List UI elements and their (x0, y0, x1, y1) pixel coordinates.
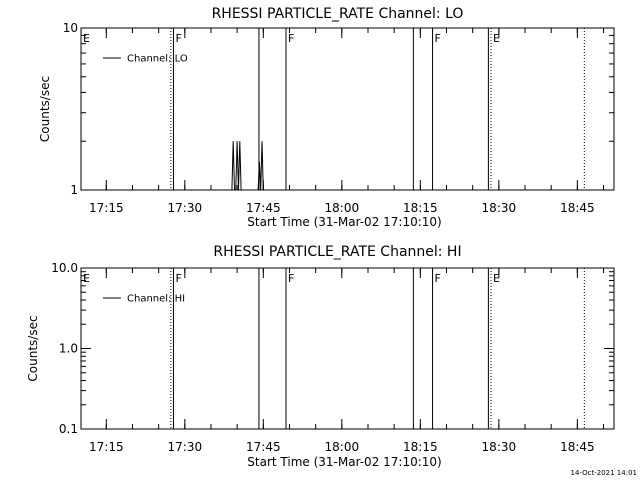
y-tick-label: 1.0 (59, 342, 78, 356)
legend-label: Channel: LO (127, 54, 188, 65)
y-tick-label: 10.0 (51, 261, 78, 275)
chart-title: RHESSI PARTICLE_RATE Channel: HI (213, 244, 461, 260)
x-tick-label: 18:00 (325, 440, 360, 454)
x-axis-label: Start Time (31-Mar-02 17:10:10) (247, 215, 441, 229)
x-tick-label: 18:45 (560, 440, 595, 454)
event-marker-label: E (493, 272, 500, 285)
y-axis-label: Counts/sec (38, 76, 52, 142)
x-tick-label: 17:30 (168, 201, 203, 215)
plot-frame (80, 267, 615, 430)
panel-channel-lo: RHESSI PARTICLE_RATE Channel: LO 1 10 17:15… (38, 6, 615, 229)
x-tick-label: 17:15 (89, 440, 124, 454)
event-marker-label: F (435, 272, 441, 285)
timestamp-stamp: 14-Oct-2021 14:01 (571, 469, 637, 477)
y-tick-label: 0.1 (59, 422, 78, 436)
x-tick-label: 18:30 (482, 440, 517, 454)
event-marker-label: E (493, 32, 500, 45)
panel-channel-hi: RHESSI PARTICLE_RATE Channel: HI 0.1 1.0 10… (26, 244, 615, 469)
x-tick-label: 18:30 (482, 201, 517, 215)
x-tick-label: 18:00 (325, 201, 360, 215)
x-tick-label: 17:45 (246, 440, 281, 454)
x-tick-label: 18:15 (403, 440, 438, 454)
event-marker-label: E (83, 32, 90, 45)
x-tick-label: 18:15 (403, 201, 438, 215)
event-marker-label: E (83, 272, 90, 285)
chart-title: RHESSI PARTICLE_RATE Channel: LO (212, 6, 464, 22)
y-tick-label: 1 (70, 183, 78, 197)
y-axis-label: Counts/sec (26, 315, 40, 381)
x-tick-label: 17:30 (168, 440, 203, 454)
legend-label: Channel: HI (127, 294, 185, 305)
event-marker-label: F (175, 32, 181, 45)
x-tick-label: 17:45 (246, 201, 281, 215)
y-tick-label: 10 (63, 21, 78, 35)
event-marker-label: F (435, 32, 441, 45)
event-marker-label: F (288, 272, 294, 285)
series-line (231, 141, 264, 191)
x-tick-label: 17:15 (89, 201, 124, 215)
event-marker-label: F (288, 32, 294, 45)
x-tick-label: 18:45 (560, 201, 595, 215)
plot-frame (80, 27, 615, 191)
x-axis-label: Start Time (31-Mar-02 17:10:10) (247, 455, 441, 469)
event-marker-label: F (175, 272, 181, 285)
